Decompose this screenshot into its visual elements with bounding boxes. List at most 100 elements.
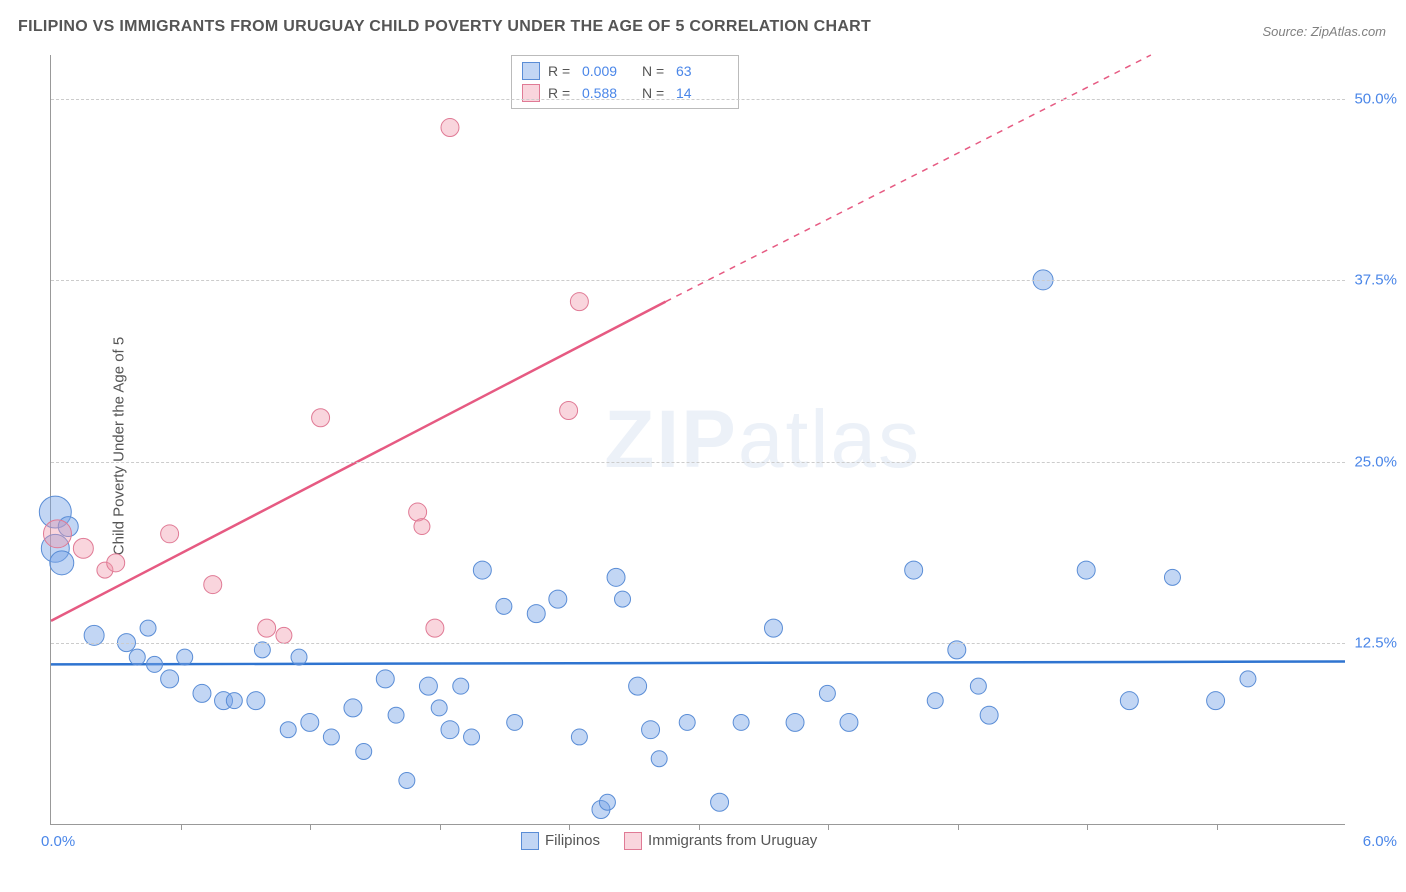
data-point — [312, 409, 330, 427]
data-point — [388, 707, 404, 723]
correlation-legend-row: R = 0.009 N = 63 — [522, 60, 728, 82]
data-point — [323, 729, 339, 745]
data-point — [414, 519, 430, 535]
x-tick — [1087, 824, 1088, 830]
data-point — [711, 793, 729, 811]
data-point — [615, 591, 631, 607]
data-point — [43, 520, 71, 548]
x-axis-max-label: 6.0% — [1363, 833, 1397, 850]
y-tick-label: 50.0% — [1354, 90, 1397, 107]
x-tick — [310, 824, 311, 830]
data-point — [764, 619, 782, 637]
series-legend-item: Filipinos — [521, 832, 600, 850]
data-point — [344, 699, 362, 717]
data-point — [927, 693, 943, 709]
x-tick — [1217, 824, 1218, 830]
data-point — [84, 625, 104, 645]
data-point — [107, 554, 125, 572]
x-tick — [958, 824, 959, 830]
data-point — [193, 684, 211, 702]
gridline — [51, 643, 1345, 644]
data-point — [276, 627, 292, 643]
source-attribution: Source: ZipAtlas.com — [1262, 24, 1386, 39]
data-point — [679, 714, 695, 730]
data-point — [161, 525, 179, 543]
y-tick-label: 37.5% — [1354, 272, 1397, 289]
data-point — [147, 656, 163, 672]
data-point — [840, 713, 858, 731]
data-point — [177, 649, 193, 665]
data-point — [629, 677, 647, 695]
data-point — [426, 619, 444, 637]
x-tick — [699, 824, 700, 830]
data-point — [280, 722, 296, 738]
correlation-legend: R = 0.009 N = 63 R = 0.588 N = 14 — [511, 55, 739, 109]
data-point — [496, 598, 512, 614]
data-point — [129, 649, 145, 665]
data-point — [161, 670, 179, 688]
data-point — [356, 743, 372, 759]
x-tick — [828, 824, 829, 830]
legend-swatch-blue — [521, 832, 539, 850]
data-point — [204, 576, 222, 594]
x-axis-min-label: 0.0% — [41, 833, 75, 850]
data-point — [50, 551, 74, 575]
data-point — [786, 713, 804, 731]
data-point — [1077, 561, 1095, 579]
data-point — [453, 678, 469, 694]
data-point — [419, 677, 437, 695]
gridline — [51, 280, 1345, 281]
correlation-legend-row: R = 0.588 N = 14 — [522, 82, 728, 104]
data-point — [642, 721, 660, 739]
data-point — [599, 794, 615, 810]
legend-r-label: R = — [548, 63, 574, 79]
data-point — [431, 700, 447, 716]
data-point — [258, 619, 276, 637]
gridline — [51, 462, 1345, 463]
plot-svg — [51, 55, 1345, 824]
data-point — [570, 293, 588, 311]
x-tick — [440, 824, 441, 830]
x-tick — [181, 824, 182, 830]
data-point — [464, 729, 480, 745]
data-point — [507, 714, 523, 730]
data-point — [970, 678, 986, 694]
data-point — [571, 729, 587, 745]
data-point — [140, 620, 156, 636]
x-tick — [569, 824, 570, 830]
trend-line — [51, 661, 1345, 664]
data-point — [819, 685, 835, 701]
data-point — [441, 119, 459, 137]
data-point — [1120, 692, 1138, 710]
chart-title: FILIPINO VS IMMIGRANTS FROM URUGUAY CHIL… — [18, 18, 871, 36]
chart-plot-area: ZIPatlas R = 0.009 N = 63 R = 0.588 N = … — [50, 55, 1345, 825]
data-point — [905, 561, 923, 579]
data-point — [73, 538, 93, 558]
data-point — [733, 714, 749, 730]
data-point — [473, 561, 491, 579]
legend-n-label: N = — [642, 63, 668, 79]
y-tick-label: 12.5% — [1354, 635, 1397, 652]
data-point — [527, 605, 545, 623]
data-point — [1240, 671, 1256, 687]
series-legend-label: Immigrants from Uruguay — [648, 832, 817, 849]
data-point — [1164, 569, 1180, 585]
legend-swatch-pink — [624, 832, 642, 850]
data-point — [301, 713, 319, 731]
gridline — [51, 99, 1345, 100]
data-point — [980, 706, 998, 724]
data-point — [607, 568, 625, 586]
series-legend-label: Filipinos — [545, 832, 600, 849]
series-legend-item: Immigrants from Uruguay — [624, 832, 817, 850]
data-point — [291, 649, 307, 665]
data-point — [549, 590, 567, 608]
y-tick-label: 25.0% — [1354, 453, 1397, 470]
legend-swatch-blue — [522, 62, 540, 80]
legend-n-value: 63 — [676, 63, 728, 79]
data-point — [560, 401, 578, 419]
series-legend: Filipinos Immigrants from Uruguay — [521, 832, 817, 850]
data-point — [441, 721, 459, 739]
data-point — [247, 692, 265, 710]
data-point — [376, 670, 394, 688]
data-point — [399, 772, 415, 788]
